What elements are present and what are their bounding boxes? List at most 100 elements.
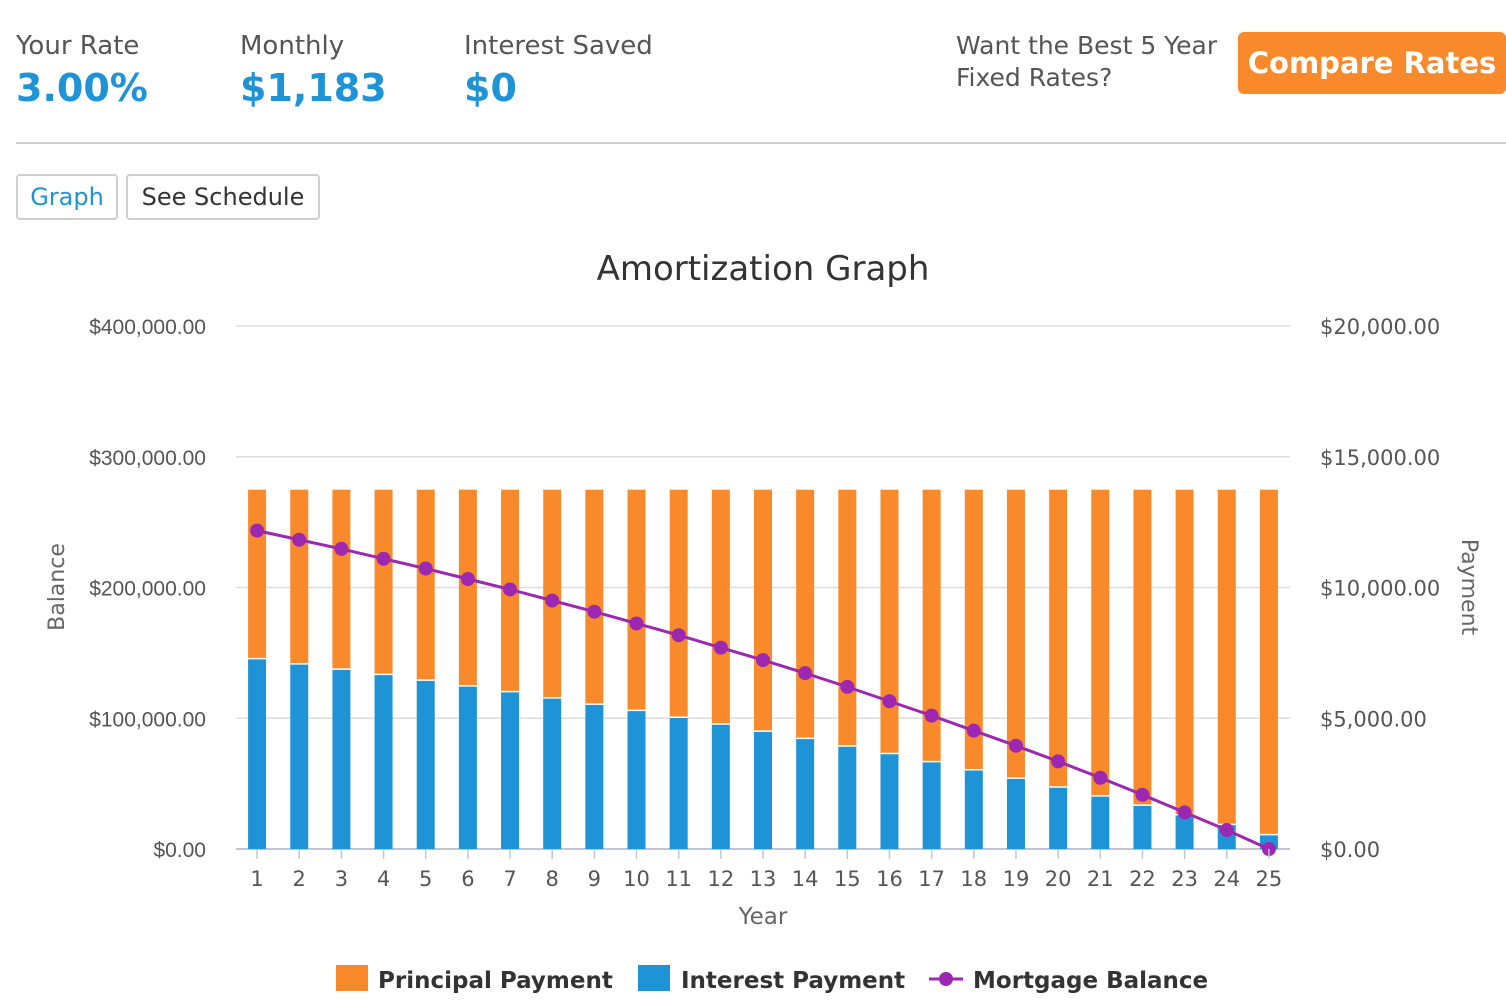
x-tick-label: 7 — [503, 867, 516, 891]
x-tick-label: 10 — [623, 867, 650, 891]
balance-point — [545, 593, 560, 608]
x-tick-label: 12 — [707, 867, 734, 891]
legend-principal-swatch — [336, 965, 368, 991]
principal-bar — [1133, 489, 1152, 806]
right-tick-label: $10,000.00 — [1320, 577, 1440, 601]
tab-graph[interactable]: Graph — [16, 174, 118, 220]
balance-point — [1219, 823, 1234, 838]
interest-bar — [754, 731, 772, 849]
x-tick-label: 16 — [876, 867, 903, 891]
legend-interest-label: Interest Payment — [681, 968, 905, 994]
left-axis-label: Balance — [45, 543, 70, 631]
left-tick-label: $300,000.00 — [89, 447, 206, 470]
interest-bar — [248, 658, 267, 849]
principal-bar — [248, 489, 267, 659]
interest-bar — [880, 753, 899, 849]
balance-point — [798, 666, 813, 681]
interest-bar — [964, 769, 983, 849]
x-tick-label: 20 — [1045, 867, 1072, 891]
x-tick-label: 4 — [377, 867, 390, 891]
principal-bar — [922, 489, 941, 762]
balance-point — [460, 572, 475, 587]
left-tick-label: $200,000.00 — [89, 578, 206, 601]
balance-point — [418, 561, 433, 576]
x-tick-label: 23 — [1171, 867, 1198, 891]
balance-point — [713, 640, 728, 655]
legend-balance-label: Mortgage Balance — [973, 968, 1208, 994]
compare-rates-button[interactable]: Compare Rates — [1238, 32, 1506, 94]
promo-text-line1: Want the Best 5 Year — [956, 31, 1218, 60]
interest-bar — [1175, 814, 1194, 849]
balance-point — [966, 723, 981, 738]
principal-bar — [1259, 489, 1278, 835]
principal-bar — [838, 489, 857, 746]
monthly-label: Monthly — [240, 31, 345, 61]
x-tick-label: 8 — [546, 867, 559, 891]
chart-title: Amortization Graph — [597, 249, 930, 289]
interest-bar — [1091, 795, 1110, 849]
interest-bar — [838, 745, 857, 849]
balance-point — [587, 604, 602, 619]
principal-bar — [669, 489, 688, 718]
legend-balance-marker — [939, 972, 953, 986]
balance-point — [671, 628, 686, 643]
balance-point — [629, 616, 644, 631]
monthly-stat: Monthly $1,183 — [240, 30, 387, 112]
interest-bar — [543, 697, 562, 849]
x-tick-label: 3 — [335, 867, 348, 891]
principal-bar — [458, 489, 477, 686]
legend-principal-label: Principal Payment — [378, 968, 613, 994]
interest-bar — [416, 680, 435, 849]
principal-bar — [1091, 489, 1110, 796]
principal-bar — [585, 489, 604, 705]
principal-bar — [374, 489, 393, 675]
balance-point — [250, 523, 265, 538]
right-axis-label: Payment — [1456, 539, 1481, 636]
tab-see-schedule[interactable]: See Schedule — [126, 174, 320, 220]
x-tick-label: 9 — [588, 867, 601, 891]
x-axis-label: Year — [738, 904, 788, 930]
x-tick-label: 25 — [1256, 867, 1283, 891]
interest-saved-value: $0 — [464, 66, 517, 110]
balance-point — [1135, 787, 1150, 802]
x-tick-label: 22 — [1129, 867, 1156, 891]
interest-bar — [1049, 787, 1068, 849]
interest-bar — [1006, 778, 1025, 849]
balance-point — [503, 582, 518, 597]
x-tick-label: 15 — [834, 867, 861, 891]
balance-line-layer — [250, 523, 1276, 856]
right-axis-ticks: $0.00 $5,000.00 $10,000.00 $15,000.00 $20,00… — [1320, 315, 1440, 862]
balance-point — [756, 653, 770, 668]
principal-bar — [416, 489, 435, 681]
x-tick-label: 21 — [1087, 867, 1114, 891]
summary-stats: Your Rate 3.00% Monthly $1,183 Interest … — [0, 0, 1506, 140]
interest-bar — [458, 685, 477, 849]
left-tick-label: $400,000.00 — [89, 316, 206, 339]
principal-bar — [1006, 489, 1025, 779]
x-tick-label: 17 — [918, 867, 945, 891]
principal-bar — [1049, 489, 1068, 788]
left-tick-label: $100,000.00 — [89, 708, 206, 731]
x-tick-label: 18 — [960, 867, 987, 891]
left-tick-label: $0.00 — [153, 839, 206, 862]
x-tick-label: 11 — [665, 867, 692, 891]
x-axis-ticks: 1 2 3 4 5 6 7 8 9 10 11 12 13 14 15 16 17 18 19 20 21 22 23 24 2… — [250, 849, 1282, 891]
interest-saved-label: Interest Saved — [464, 31, 653, 61]
balance-point — [1093, 770, 1108, 785]
principal-bar — [627, 489, 646, 711]
principal-bar — [964, 489, 983, 770]
interest-bar — [627, 710, 646, 849]
interest-bar — [290, 663, 309, 849]
principal-bar — [332, 489, 351, 670]
interest-bar — [1133, 805, 1152, 849]
balance-point — [334, 541, 349, 556]
interest-bar — [922, 761, 941, 849]
x-tick-label: 5 — [419, 867, 432, 891]
x-tick-label: 6 — [461, 867, 474, 891]
x-tick-label: 24 — [1213, 867, 1240, 891]
right-tick-label: $5,000.00 — [1320, 707, 1427, 731]
balance-point — [292, 532, 307, 547]
divider — [16, 142, 1506, 144]
monthly-value: $1,183 — [240, 66, 387, 110]
